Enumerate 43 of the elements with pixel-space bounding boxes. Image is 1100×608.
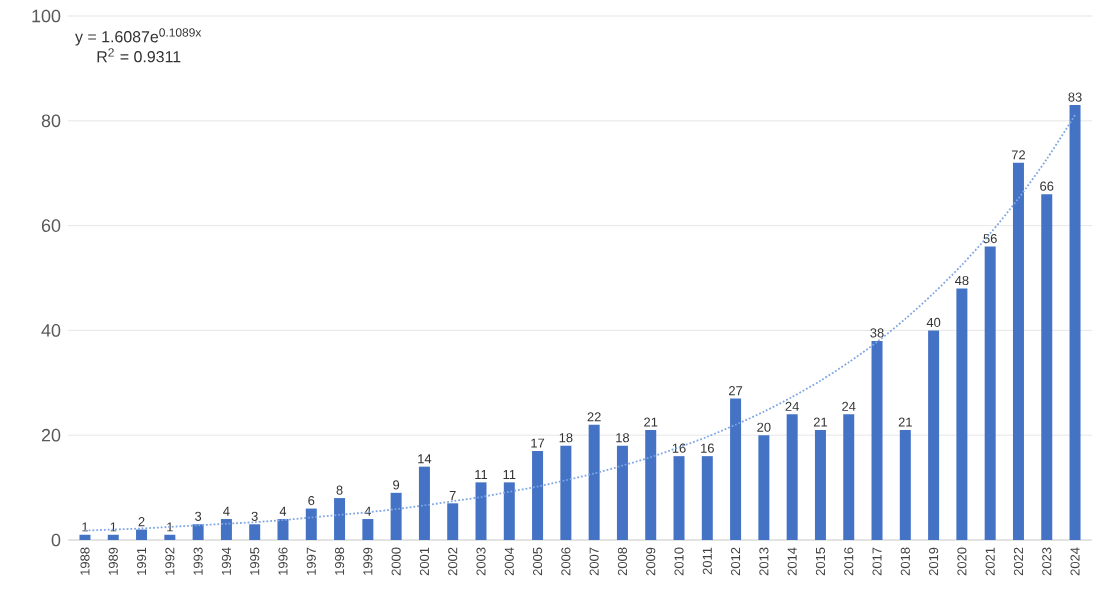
bar bbox=[701, 456, 713, 540]
bar bbox=[305, 508, 317, 540]
bar bbox=[390, 492, 402, 540]
bar bbox=[164, 534, 176, 540]
bar bbox=[730, 398, 742, 540]
bar bbox=[1069, 105, 1081, 540]
bar bbox=[588, 424, 600, 540]
y-tick-label: 40 bbox=[41, 324, 61, 337]
bar bbox=[79, 534, 91, 540]
bar bbox=[334, 498, 346, 540]
bar bbox=[249, 524, 261, 540]
bar bbox=[1041, 194, 1053, 540]
bar bbox=[928, 330, 940, 540]
y-tick-label: 60 bbox=[41, 219, 61, 232]
bar bbox=[447, 503, 459, 540]
bar bbox=[984, 246, 996, 540]
bar bbox=[616, 445, 628, 540]
y-tick-label: 100 bbox=[32, 9, 61, 23]
y-tick-label: 80 bbox=[41, 114, 61, 128]
bar bbox=[503, 482, 515, 540]
bar bbox=[786, 414, 798, 540]
bar bbox=[956, 288, 968, 540]
bar bbox=[107, 534, 119, 540]
y-tick-label: 0 bbox=[51, 533, 61, 547]
bar bbox=[843, 414, 855, 540]
bar bbox=[136, 529, 148, 540]
bar bbox=[362, 519, 374, 540]
bar bbox=[220, 519, 232, 540]
bar bbox=[192, 524, 204, 540]
bar bbox=[1012, 162, 1024, 540]
bar bbox=[814, 429, 826, 540]
bar bbox=[758, 435, 770, 540]
bar bbox=[871, 340, 883, 540]
bar bbox=[673, 456, 685, 540]
line-series bbox=[84, 114, 1076, 532]
y-tick-label: 20 bbox=[41, 428, 61, 442]
bar bbox=[560, 445, 572, 540]
bar bbox=[645, 429, 657, 540]
bar bbox=[532, 450, 544, 540]
bar bbox=[418, 466, 430, 540]
bar bbox=[475, 482, 487, 540]
bar bbox=[899, 429, 911, 540]
bar bbox=[277, 519, 289, 540]
